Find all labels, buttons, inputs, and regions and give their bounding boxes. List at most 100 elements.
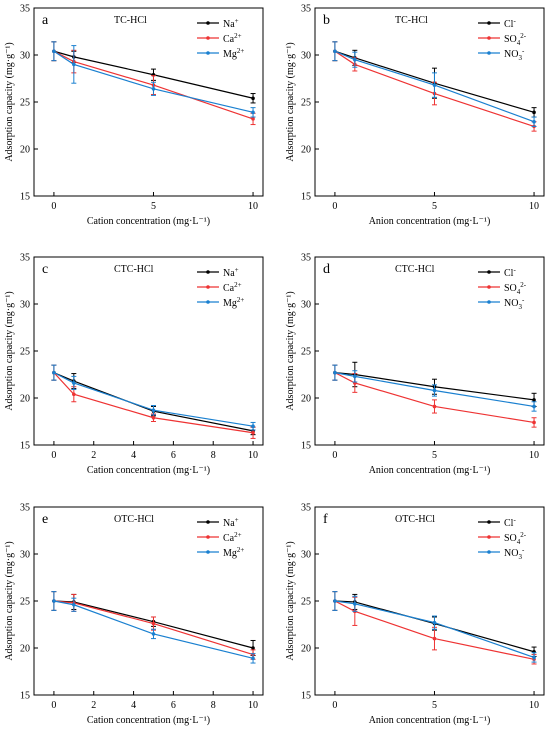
panel-title: OTC-HCl	[395, 514, 435, 525]
data-point	[432, 83, 437, 87]
x-tick-label: 0	[332, 450, 337, 461]
data-point	[432, 636, 437, 641]
x-tick-label: 0	[51, 201, 56, 212]
y-tick-label: 25	[20, 347, 30, 358]
y-tick-label: 25	[301, 98, 311, 109]
series-line	[53, 50, 254, 120]
panel-label: f	[323, 512, 328, 527]
legend-label: SO42-	[504, 531, 527, 546]
data-point	[333, 49, 337, 54]
x-tick-label: 2	[91, 700, 96, 711]
series-line	[334, 372, 535, 401]
series-line	[53, 50, 254, 113]
x-tick-label: 4	[131, 450, 136, 461]
x-tick-label: 6	[171, 450, 176, 461]
y-tick-label: 25	[301, 347, 311, 358]
data-point	[333, 370, 337, 375]
data-point	[151, 415, 156, 420]
series-line	[53, 372, 254, 432]
data-point	[333, 599, 337, 603]
series-2	[332, 591, 537, 663]
x-axis-label: Anion concentration (mg·L⁻¹)	[369, 465, 491, 476]
data-point	[532, 655, 536, 660]
series-1	[51, 364, 256, 439]
legend-marker	[487, 270, 491, 274]
panel-label: d	[323, 262, 330, 277]
data-point	[151, 87, 156, 91]
legend-label: SO42-	[504, 32, 527, 47]
series-line	[334, 50, 535, 128]
legend-marker	[487, 51, 491, 55]
y-tick-label: 20	[301, 145, 311, 156]
y-axis-label: Adsorption capacity (mg·g⁻¹)	[4, 291, 15, 410]
data-point	[251, 424, 255, 429]
y-tick-label: 30	[20, 300, 30, 311]
legend-label: SO42-	[504, 281, 527, 296]
panel-title: CTC-HCl	[395, 264, 435, 275]
y-tick-label: 30	[20, 550, 30, 561]
legend-label: Cl-	[504, 266, 516, 279]
data-point	[432, 388, 437, 393]
y-tick-label: 35	[301, 4, 311, 15]
legend-label: Na+	[223, 17, 239, 30]
x-tick-label: 5	[432, 700, 437, 711]
series-2	[332, 41, 537, 127]
panel-title: TC-HCl	[395, 15, 428, 26]
x-tick-label: 10	[529, 201, 539, 212]
legend-label: Ca2+	[223, 531, 242, 544]
series-line	[334, 600, 535, 658]
data-point	[353, 602, 357, 606]
y-axis-label: Adsorption capacity (mg·g⁻¹)	[285, 291, 296, 410]
series-line	[53, 600, 254, 659]
data-point	[52, 49, 56, 54]
series-line	[334, 372, 535, 424]
series-line	[334, 372, 535, 408]
x-tick-label: 5	[432, 450, 437, 461]
legend-marker	[487, 535, 491, 539]
x-tick-label: 8	[211, 700, 216, 711]
series-2	[332, 364, 537, 412]
x-tick-label: 6	[171, 700, 176, 711]
data-point	[72, 602, 76, 607]
legend-marker	[487, 520, 491, 524]
legend-label: Na+	[223, 266, 239, 279]
data-point	[52, 370, 56, 375]
legend-label: NO3-	[504, 47, 525, 62]
series-line	[53, 600, 254, 656]
y-tick-label: 15	[20, 441, 30, 452]
x-tick-label: 10	[529, 450, 539, 461]
data-point	[52, 599, 56, 603]
legend-label: Ca2+	[223, 281, 242, 294]
panel-c: 15 20 25 30 35 0 2 4 6 8 10 Cation concentration (m…	[4, 253, 264, 476]
x-tick-label: 0	[332, 201, 337, 212]
x-tick-label: 10	[248, 700, 258, 711]
x-tick-label: 10	[529, 700, 539, 711]
y-tick-label: 15	[301, 192, 311, 203]
panel-label: e	[42, 512, 48, 527]
y-tick-label: 35	[20, 253, 30, 264]
legend-marker	[206, 36, 210, 40]
data-point	[532, 404, 536, 409]
data-point	[251, 656, 255, 661]
y-tick-label: 15	[301, 441, 311, 452]
data-point	[432, 620, 437, 625]
x-axis-label: Anion concentration (mg·L⁻¹)	[369, 715, 491, 726]
x-tick-label: 10	[248, 450, 258, 461]
panel-d: 15 20 25 30 35 0 5 10 Anion concentration (mg·L⁻…	[285, 253, 545, 476]
y-tick-label: 35	[20, 503, 30, 514]
series-2	[51, 41, 256, 118]
y-tick-label: 35	[301, 503, 311, 514]
panel-label: b	[323, 13, 330, 28]
x-tick-label: 2	[91, 450, 96, 461]
y-tick-label: 20	[20, 394, 30, 405]
legend-marker	[206, 51, 210, 55]
panel-label: c	[42, 262, 48, 277]
data-point	[72, 381, 76, 385]
data-point	[151, 408, 156, 413]
x-axis-label: Cation concentration (mg·L⁻¹)	[87, 216, 210, 227]
legend-marker	[487, 300, 491, 304]
data-point	[251, 96, 255, 101]
x-tick-label: 10	[248, 201, 258, 212]
legend-label: Cl-	[504, 516, 516, 529]
